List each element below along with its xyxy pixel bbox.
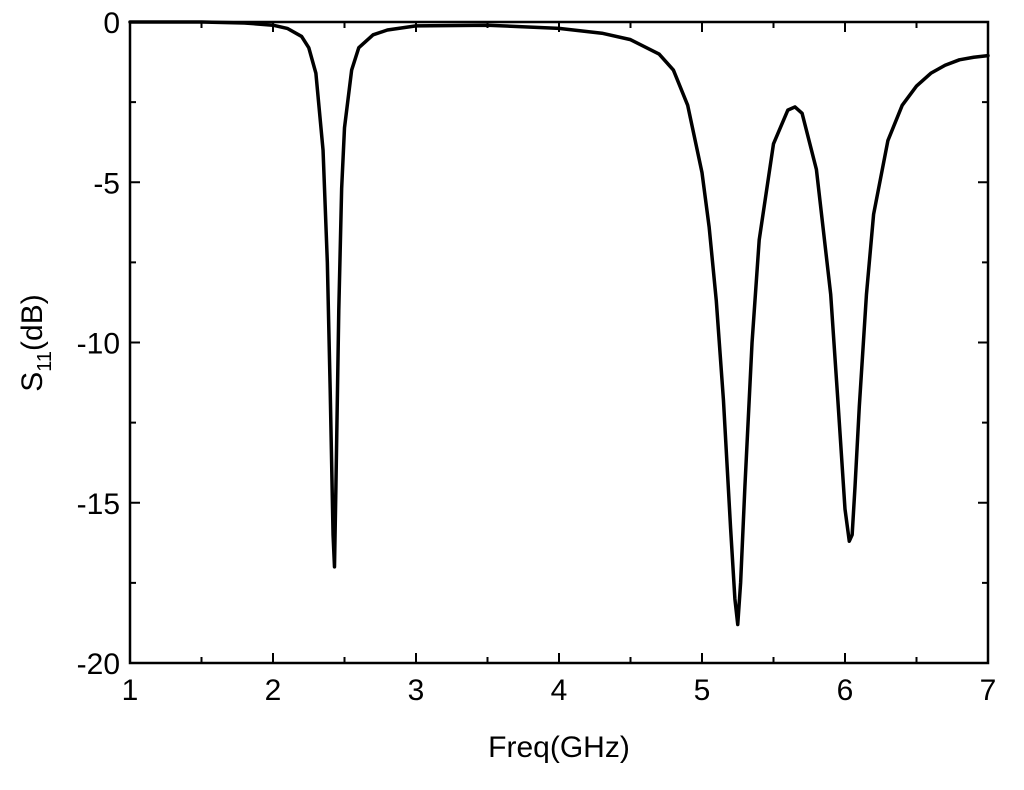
x-axis-title: Freq(GHz) [488, 731, 630, 764]
plot-area [128, 20, 990, 665]
y-axis-title: S11(dB) [16, 294, 56, 391]
y-tick-label: -5 [93, 167, 120, 200]
y-axis-title-main: S [16, 372, 49, 392]
y-axis-title-unit: (dB) [16, 294, 49, 351]
y-tick-label: 0 [103, 7, 120, 40]
x-tick-label: 3 [408, 674, 425, 707]
y-tick-label: -10 [77, 328, 120, 361]
y-axis-title-subscript: 11 [34, 351, 56, 372]
s11-curve [128, 20, 990, 627]
axis-tick-labels: 1 2 3 4 5 6 7 0 -5 -10 -15 -20 [77, 7, 997, 707]
x-tick-label: 6 [837, 674, 854, 707]
x-tick-label: 5 [694, 674, 711, 707]
x-tick-label: 2 [265, 674, 282, 707]
x-tick-label: 4 [551, 674, 568, 707]
y-tick-label: -15 [77, 488, 120, 521]
x-tick-label: 1 [122, 674, 139, 707]
x-tick-label: 7 [980, 674, 997, 707]
y-tick-label: -20 [77, 648, 120, 681]
